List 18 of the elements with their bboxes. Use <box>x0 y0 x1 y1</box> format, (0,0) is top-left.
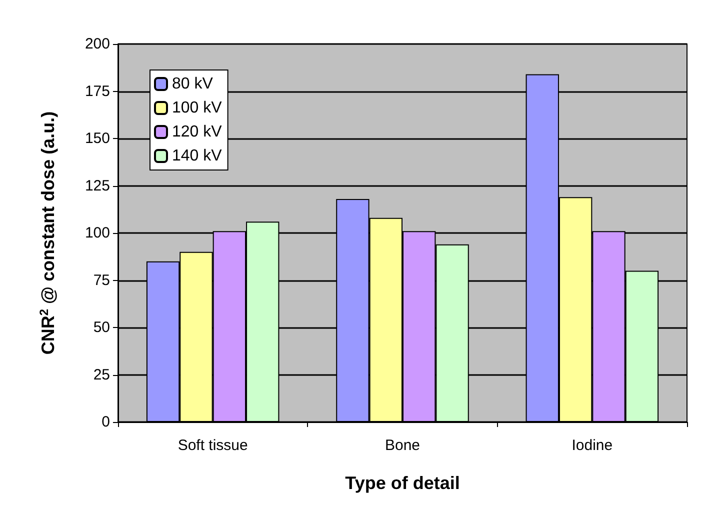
legend-label: 120 kV <box>172 124 222 140</box>
y-tick-label: 150 <box>84 130 110 147</box>
y-tick-label: 50 <box>93 319 110 336</box>
y-tick-label: 25 <box>93 366 110 384</box>
x-tick-label: Soft tissue <box>178 437 248 454</box>
x-tick-label: Bone <box>384 437 420 454</box>
y-tick-label: 125 <box>84 177 110 194</box>
legend-label: 80 kV <box>172 76 214 92</box>
y-axis-title: CNR2 @ constant dose (a.u.) <box>37 111 58 355</box>
y-tick-label: 100 <box>84 224 110 242</box>
y-tick-label: 0 <box>102 414 110 430</box>
y-tick-label: 200 <box>84 36 110 52</box>
y-tick-label: 75 <box>93 272 110 289</box>
y-tick-label: 175 <box>84 82 110 100</box>
legend-label: 140 kV <box>172 148 222 164</box>
x-tick-label: Iodine <box>572 437 613 454</box>
x-axis-title: Type of detail <box>345 473 460 493</box>
legend-label: 100 kV <box>172 100 222 116</box>
